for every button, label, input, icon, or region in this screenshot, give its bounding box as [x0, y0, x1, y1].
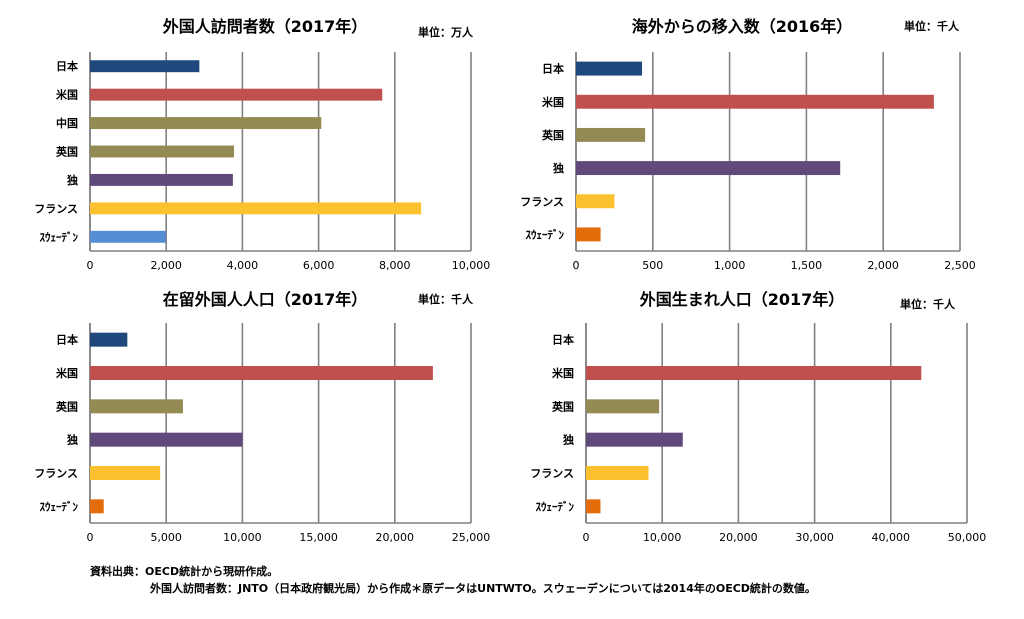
bar: [90, 173, 233, 186]
category-label: フランス: [34, 202, 78, 215]
bar: [90, 60, 200, 73]
bar: [576, 94, 934, 109]
unit-label: 単位：千人: [418, 292, 474, 306]
category-label: 英国: [55, 145, 78, 159]
category-label: ｽｳｪｰﾃﾞﾝ: [40, 230, 79, 244]
unit-label: 単位：万人: [418, 25, 474, 39]
chart-title: 外国人訪問者数（2017年）: [162, 17, 368, 36]
x-tick-label: 1,500: [791, 259, 823, 272]
x-tick-label: 0: [87, 259, 94, 272]
category-label: 米国: [55, 366, 78, 380]
visitors-note: 外国人訪問者数：JNTO（日本政府観光局）から作成＊原データはUNTWTO。スウ…: [150, 582, 816, 595]
category-label: 米国: [55, 88, 78, 102]
category-label: 英国: [551, 399, 574, 413]
category-label: 日本: [542, 62, 564, 76]
x-tick-label: 500: [642, 259, 663, 272]
x-tick-label: 30,000: [795, 531, 834, 544]
bar: [576, 127, 646, 142]
x-tick-label: 2,000: [867, 259, 899, 272]
category-label: 米国: [551, 366, 574, 380]
x-tick-label: 2,000: [150, 259, 182, 272]
category-label: 独: [66, 433, 78, 447]
bar: [90, 230, 166, 243]
x-tick-label: 20,000: [719, 531, 758, 544]
chart-foreign-visitors: 外国人訪問者数（2017年） 単位：万人 0 2,000 4,000 6,000 8,000…: [34, 17, 491, 272]
chart-title: 海外からの移入数（2016年）: [632, 17, 853, 36]
category-label: ｽｳｪｰﾃﾞﾝ: [526, 227, 565, 241]
category-label: フランス: [520, 195, 564, 208]
x-tick-label: 1,000: [714, 259, 746, 272]
x-tick-label: 40,000: [872, 531, 911, 544]
x-tick-label: 0: [583, 531, 590, 544]
category-label: 中国: [56, 116, 78, 130]
x-tick-label: 25,000: [452, 531, 491, 544]
chart-title: 在留外国人人口（2017年）: [163, 290, 368, 309]
bar: [586, 366, 922, 380]
x-tick-label: 8,000: [379, 259, 411, 272]
bar: [90, 117, 322, 130]
chart-immigration-inflows: 海外からの移入数（2016年） 単位：千人 0 500 1,000 1,500 2,000 2…: [520, 17, 976, 272]
bar: [90, 399, 183, 414]
x-tick-label: 10,000: [643, 531, 682, 544]
bar: [90, 466, 161, 480]
category-label: 日本: [56, 333, 78, 347]
bar: [90, 88, 383, 101]
bar: [576, 61, 643, 76]
category-label: ｽｳｪｰﾃﾞﾝ: [536, 499, 575, 513]
unit-label: 単位：千人: [904, 19, 960, 33]
chart-foreign-residents: 在留外国人人口（2017年） 単位：千人 0 5,000 10,000 15,000 20,…: [34, 290, 491, 544]
category-label: 英国: [541, 128, 564, 142]
x-tick-label: 50,000: [948, 531, 987, 544]
category-label: 英国: [55, 399, 78, 413]
category-label: フランス: [530, 467, 574, 480]
chart-title: 外国生まれ人口（2017年）: [639, 290, 845, 309]
bar: [586, 466, 649, 480]
x-tick-label: 0: [87, 531, 94, 544]
x-tick-label: 10,000: [452, 259, 491, 272]
bar: [90, 202, 422, 215]
category-label: フランス: [34, 467, 78, 480]
bar: [586, 432, 683, 447]
unit-label: 単位：千人: [900, 297, 956, 311]
x-tick-label: 20,000: [376, 531, 415, 544]
bar: [90, 432, 243, 447]
x-tick-label: 5,000: [150, 531, 182, 544]
bar: [90, 145, 235, 158]
chart-foreign-born: 外国生まれ人口（2017年） 単位：千人 0 10,000 20,000 30,000 40…: [530, 290, 987, 544]
x-tick-label: 2,500: [944, 259, 976, 272]
category-label: 独: [562, 433, 574, 447]
category-label: 独: [552, 161, 564, 175]
x-tick-label: 10,000: [223, 531, 262, 544]
bar: [586, 499, 601, 514]
x-tick-label: 4,000: [227, 259, 259, 272]
x-tick-label: 0: [573, 259, 580, 272]
x-tick-label: 6,000: [303, 259, 335, 272]
bar: [576, 227, 601, 242]
bar: [90, 366, 433, 380]
category-label: 日本: [552, 333, 574, 347]
category-label: 独: [66, 173, 78, 187]
bar: [90, 499, 104, 514]
category-label: ｽｳｪｰﾃﾞﾝ: [40, 499, 79, 513]
bar: [576, 161, 841, 176]
bar: [586, 399, 660, 414]
bar: [90, 332, 128, 347]
category-label: 日本: [56, 59, 78, 73]
x-tick-label: 15,000: [299, 531, 338, 544]
category-label: 米国: [541, 95, 564, 109]
source-note: 資料出典：OECD統計から現研作成。: [90, 565, 279, 578]
bar: [576, 194, 615, 209]
